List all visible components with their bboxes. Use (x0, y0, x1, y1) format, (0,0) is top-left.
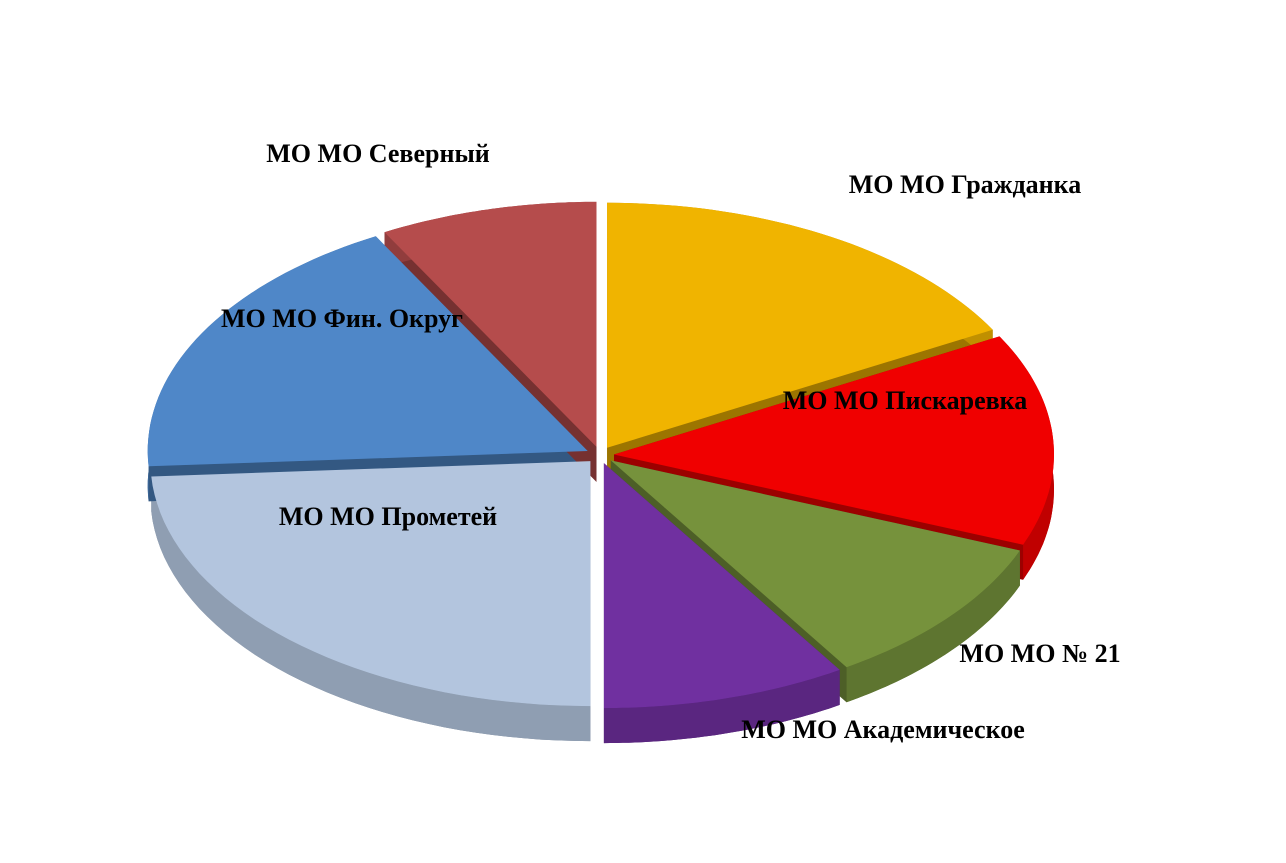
slice-side (151, 476, 591, 742)
slice-label: МО МО Пискаревка (783, 386, 1028, 415)
slice (603, 463, 840, 709)
slice (614, 336, 1054, 545)
slice (151, 461, 591, 707)
slice (147, 236, 588, 467)
slice-label: МО МО Прометей (279, 502, 497, 531)
slice (384, 201, 597, 447)
slice (610, 460, 1020, 668)
slice-label: МО МО Гражданка (849, 170, 1081, 199)
slice-label: МО МО № 21 (959, 639, 1120, 668)
slice-label: МО МО Фин. Округ (221, 304, 463, 333)
slice-side (846, 550, 1020, 703)
slice-side (603, 669, 840, 744)
slice-label: МО МО Северный (266, 139, 489, 168)
slice (607, 202, 993, 448)
slice-label: МО МО Академическое (741, 715, 1025, 744)
